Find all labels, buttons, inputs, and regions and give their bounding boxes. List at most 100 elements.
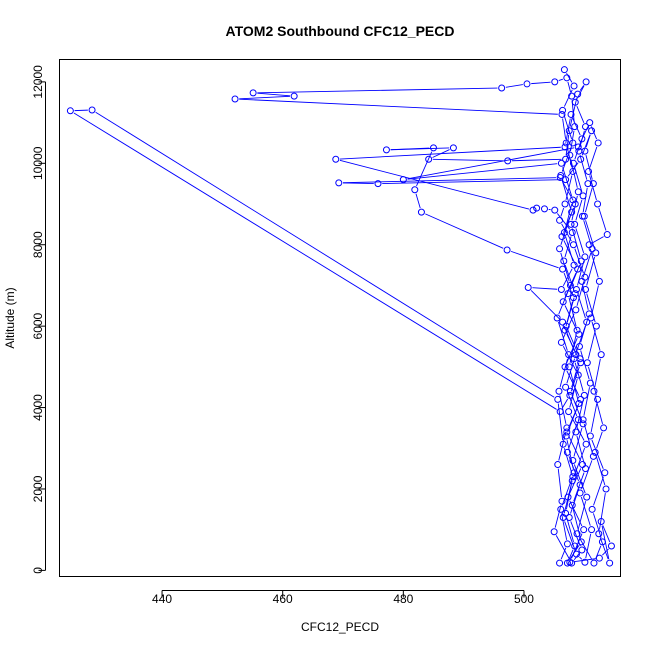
data-point bbox=[560, 257, 568, 265]
series-segment bbox=[584, 187, 593, 213]
series-segment bbox=[425, 213, 504, 249]
series-segment bbox=[589, 175, 597, 201]
data-point bbox=[597, 351, 605, 359]
data-point bbox=[566, 281, 574, 289]
data-point bbox=[290, 92, 298, 100]
data-point bbox=[581, 273, 589, 281]
series-segment bbox=[390, 147, 430, 151]
data-point bbox=[571, 98, 579, 106]
data-point bbox=[540, 205, 548, 213]
series-segment bbox=[566, 370, 580, 396]
series-segment bbox=[569, 500, 583, 527]
series-segment bbox=[582, 187, 588, 213]
series-segment bbox=[558, 431, 567, 461]
data-point bbox=[551, 206, 559, 214]
series-segment bbox=[569, 378, 578, 408]
data-point bbox=[568, 477, 576, 485]
data-point bbox=[557, 159, 565, 167]
series-segment bbox=[555, 535, 570, 560]
data-point bbox=[558, 110, 566, 118]
series-segment bbox=[583, 220, 592, 245]
data-point bbox=[573, 326, 581, 334]
series-segment bbox=[589, 146, 598, 168]
series-segment bbox=[530, 290, 560, 320]
data-point bbox=[586, 119, 594, 127]
data-point bbox=[582, 78, 590, 86]
series-segment bbox=[562, 313, 575, 339]
y-tick-label: 12000 bbox=[31, 65, 45, 99]
data-point bbox=[557, 286, 565, 294]
data-point bbox=[588, 505, 596, 513]
data-point bbox=[589, 180, 597, 188]
data-point bbox=[566, 391, 574, 399]
series-segment bbox=[568, 423, 578, 449]
data-point bbox=[594, 395, 602, 403]
data-point bbox=[571, 123, 579, 131]
data-point bbox=[592, 322, 600, 330]
data-point bbox=[578, 546, 586, 554]
series-segment bbox=[583, 387, 590, 416]
series-segment bbox=[573, 558, 596, 563]
series-segment bbox=[573, 472, 585, 502]
series-segment bbox=[257, 87, 498, 94]
data-point bbox=[550, 528, 558, 536]
data-point bbox=[559, 106, 567, 114]
data-point bbox=[574, 143, 582, 151]
data-point bbox=[560, 66, 568, 74]
data-point bbox=[556, 245, 564, 253]
series-segment bbox=[578, 537, 593, 560]
data-point bbox=[574, 265, 582, 273]
series-segment bbox=[568, 456, 579, 482]
data-point bbox=[582, 440, 590, 448]
data-point bbox=[449, 144, 457, 152]
data-point bbox=[584, 180, 592, 188]
data-point bbox=[578, 277, 586, 285]
data-point bbox=[571, 542, 579, 550]
series-segment bbox=[581, 134, 591, 156]
data-point bbox=[66, 107, 74, 115]
data-point bbox=[577, 359, 585, 367]
series-segment bbox=[562, 167, 573, 197]
data-point bbox=[551, 78, 559, 86]
data-point bbox=[563, 540, 571, 548]
series-segment bbox=[570, 366, 580, 392]
data-point bbox=[577, 395, 585, 403]
data-point bbox=[382, 146, 390, 154]
series-segment bbox=[566, 297, 575, 323]
data-point bbox=[417, 208, 425, 216]
series-segment bbox=[596, 431, 603, 449]
series-segment bbox=[574, 325, 586, 355]
series-segment bbox=[573, 553, 580, 561]
series-segment bbox=[562, 345, 577, 372]
data-point bbox=[586, 432, 594, 440]
data-point bbox=[574, 90, 582, 98]
data-point bbox=[566, 387, 574, 395]
series-segment bbox=[415, 193, 421, 209]
data-point bbox=[565, 408, 573, 416]
data-series bbox=[66, 66, 615, 567]
data-point bbox=[582, 286, 590, 294]
data-point bbox=[563, 448, 571, 456]
data-point bbox=[555, 387, 563, 395]
data-point bbox=[575, 342, 583, 350]
series-segment bbox=[586, 256, 596, 286]
data-point bbox=[579, 416, 587, 424]
data-point bbox=[590, 559, 598, 567]
data-point bbox=[561, 200, 569, 208]
series-segment bbox=[580, 496, 591, 526]
data-point bbox=[568, 559, 576, 567]
series-segment bbox=[575, 228, 585, 254]
data-point bbox=[574, 188, 582, 196]
data-point bbox=[561, 363, 569, 371]
data-point bbox=[533, 204, 541, 212]
data-point bbox=[562, 509, 570, 517]
series-segment bbox=[561, 146, 572, 172]
data-point bbox=[523, 80, 531, 88]
series-segment bbox=[572, 509, 581, 538]
data-point bbox=[570, 469, 578, 477]
data-point bbox=[592, 249, 600, 257]
series-segment bbox=[561, 513, 568, 540]
series-segment bbox=[563, 448, 573, 473]
series-segment bbox=[585, 155, 593, 180]
series-segment bbox=[568, 403, 580, 429]
